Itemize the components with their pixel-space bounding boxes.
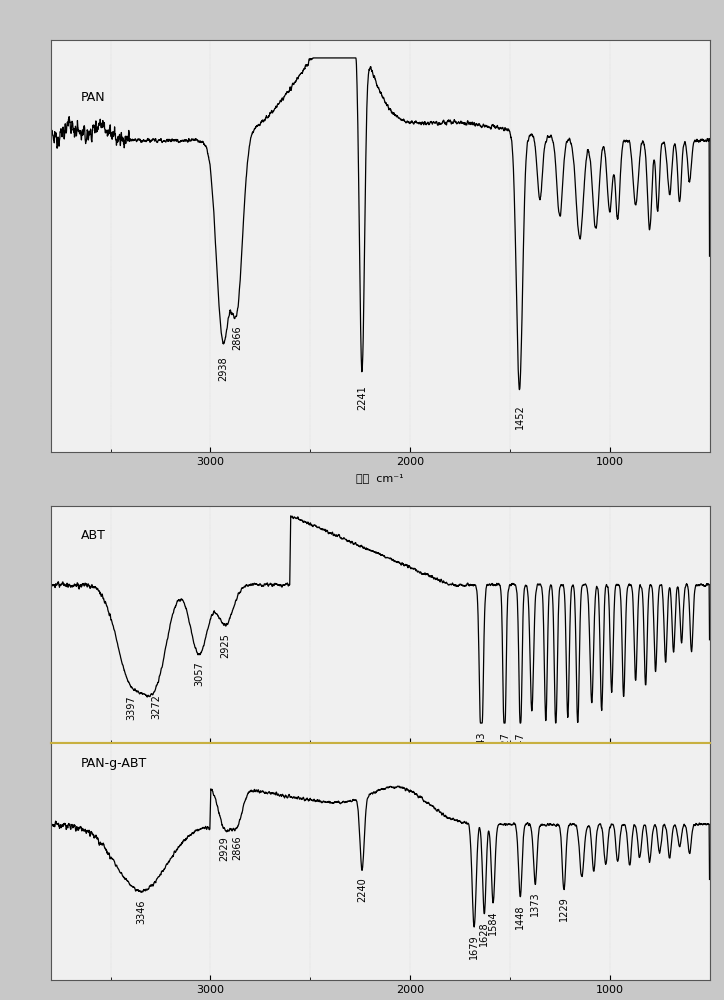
Text: PAN: PAN (80, 91, 105, 104)
Text: 1229: 1229 (559, 897, 569, 921)
Text: 2866: 2866 (232, 325, 242, 350)
Text: 3272: 3272 (151, 694, 161, 719)
X-axis label: 波数  cm⁻¹: 波数 cm⁻¹ (356, 473, 404, 483)
Text: 1628: 1628 (479, 921, 489, 946)
Text: 1679: 1679 (469, 934, 479, 959)
Text: 2241: 2241 (357, 386, 367, 410)
Text: PAN-g-ABT: PAN-g-ABT (80, 757, 147, 770)
Text: ABT: ABT (80, 529, 106, 542)
Text: 1448: 1448 (515, 904, 525, 929)
Text: 2938: 2938 (218, 357, 228, 381)
Text: 1527: 1527 (500, 731, 510, 756)
Text: 3397: 3397 (126, 695, 136, 720)
Text: 1447: 1447 (515, 731, 526, 756)
Text: 1643: 1643 (476, 731, 487, 755)
Text: 3346: 3346 (136, 899, 146, 924)
Text: 1452: 1452 (515, 404, 524, 429)
Text: 2240: 2240 (357, 877, 367, 902)
Text: 2925: 2925 (220, 633, 230, 658)
Text: 1373: 1373 (530, 892, 540, 916)
Text: 2866: 2866 (232, 835, 242, 860)
Text: 1584: 1584 (488, 910, 498, 935)
Text: 3057: 3057 (194, 662, 204, 686)
Text: 2929: 2929 (219, 836, 230, 861)
